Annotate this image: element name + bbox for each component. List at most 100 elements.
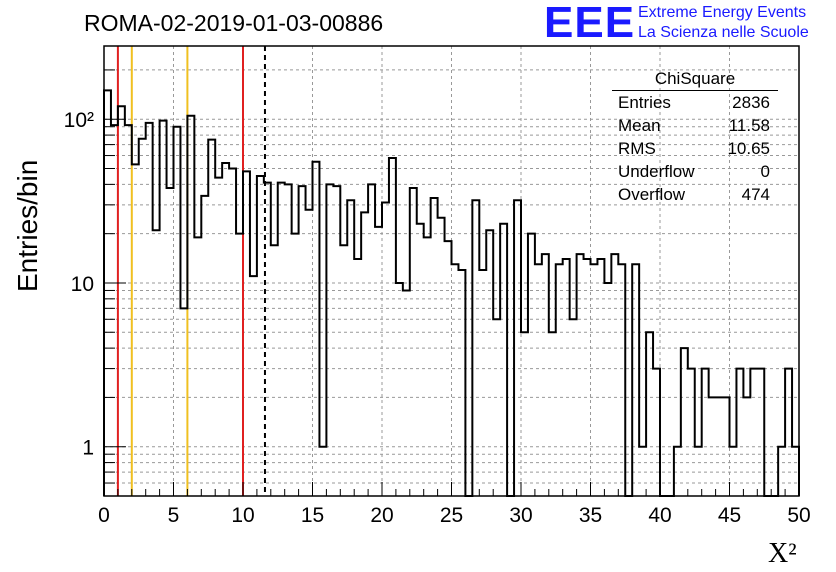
histogram-bin xyxy=(340,245,347,496)
histogram-bin xyxy=(785,369,792,496)
histogram-bin xyxy=(132,164,139,496)
histogram-outline xyxy=(103,89,800,497)
stats-box-rule xyxy=(612,90,778,91)
stat-label: Underflow xyxy=(618,162,695,181)
histogram-bin xyxy=(542,254,549,496)
histogram-bin xyxy=(201,196,208,496)
histogram-bin xyxy=(431,198,438,496)
y-axis-label: Entries/bin xyxy=(12,159,43,292)
histogram-bin xyxy=(723,397,730,496)
histogram-bin xyxy=(229,169,236,496)
histogram-bin xyxy=(215,178,222,496)
histogram-bin xyxy=(736,369,743,496)
histogram-bin xyxy=(326,184,333,496)
histogram-bin xyxy=(646,332,653,496)
stat-label: Entries xyxy=(618,93,671,112)
histogram-bin xyxy=(570,319,577,496)
histogram-bin xyxy=(285,184,292,496)
x-tick-label: 45 xyxy=(718,504,741,527)
histogram-bin xyxy=(577,254,584,496)
histogram-bin xyxy=(424,237,431,496)
histogram-bin xyxy=(292,234,299,496)
histogram-bin xyxy=(611,254,618,496)
histogram-bin xyxy=(584,259,591,496)
histogram-bin xyxy=(174,127,181,496)
x-tick-label: 0 xyxy=(98,504,110,527)
eee-logo: EEE xyxy=(544,0,636,47)
histogram-bin xyxy=(257,176,264,496)
histogram-bin xyxy=(410,188,417,496)
histogram-bin xyxy=(118,106,125,496)
histogram-bin xyxy=(333,186,340,496)
histogram-bin xyxy=(702,369,709,496)
stat-value: 10.65 xyxy=(727,139,770,158)
x-tick-label: 25 xyxy=(440,504,463,527)
histogram-bin xyxy=(757,369,764,496)
histogram-bin xyxy=(695,447,702,496)
histogram-bin xyxy=(743,397,750,496)
histogram-bin xyxy=(403,290,410,496)
histogram-bin xyxy=(750,369,757,496)
histogram-bin xyxy=(271,245,278,496)
histogram-bin xyxy=(681,348,688,496)
histogram-bin xyxy=(632,264,639,496)
stats-box-title: ChiSquare xyxy=(654,69,736,88)
histogram-bin xyxy=(187,116,194,496)
stat-label: Overflow xyxy=(618,185,686,204)
stat-label: Mean xyxy=(618,116,661,135)
x-tick-label: 20 xyxy=(370,504,393,527)
histogram-bin xyxy=(313,162,320,496)
histogram-bin xyxy=(521,332,528,496)
histogram-bin xyxy=(160,121,167,496)
histogram-bin xyxy=(591,264,598,496)
histogram-bin xyxy=(194,237,201,496)
histogram-bin xyxy=(479,270,486,496)
histogram-bin xyxy=(792,447,799,496)
histogram-bin xyxy=(319,447,326,496)
x-tick-label: 50 xyxy=(787,504,810,527)
histogram-bin xyxy=(396,283,403,496)
histogram-bin xyxy=(368,184,375,496)
stat-row-entries: Entries 2836 xyxy=(618,93,770,113)
x-axis-label: X² xyxy=(768,538,797,569)
x-tick-label: 10 xyxy=(231,504,254,527)
histogram-bin xyxy=(299,186,306,496)
histogram-bin xyxy=(250,276,257,496)
histogram-bin xyxy=(153,230,160,496)
histogram-bin xyxy=(639,447,646,496)
histogram-bin xyxy=(688,369,695,496)
histogram-bin xyxy=(167,188,174,496)
histogram-bin xyxy=(716,397,723,496)
histogram-bin xyxy=(243,171,250,496)
chart-title: ROMA-02-2019-01-03-00886 xyxy=(84,10,384,36)
histogram-bin xyxy=(597,259,604,496)
histogram-bin xyxy=(208,140,215,496)
histogram-bin xyxy=(535,264,542,496)
x-tick-label: 30 xyxy=(509,504,532,527)
histogram-bin xyxy=(382,203,389,496)
histogram-bin xyxy=(125,125,132,496)
stat-label: RMS xyxy=(618,139,656,158)
histogram-bin xyxy=(563,259,570,496)
histogram-bin xyxy=(709,397,716,496)
stat-row-underflow: Underflow 0 xyxy=(618,162,770,182)
histogram-bin xyxy=(493,319,500,496)
histogram-bin xyxy=(180,308,187,496)
x-tick-label: 35 xyxy=(579,504,602,527)
histogram-bin xyxy=(236,234,243,496)
stat-value: 2836 xyxy=(732,93,770,112)
histogram-bin xyxy=(111,125,118,496)
x-tick-label: 15 xyxy=(301,504,324,527)
tick-labels: 0 5 10 15 20 25 30 35 40 45 50 1 10 10² xyxy=(64,109,811,527)
histogram-bin xyxy=(264,183,271,496)
histogram-bin xyxy=(146,123,153,496)
histogram-bin xyxy=(445,241,452,496)
stat-row-rms: RMS 10.65 xyxy=(618,139,770,159)
x-tick-label: 40 xyxy=(648,504,671,527)
histogram-bin xyxy=(104,90,111,496)
histogram-bin xyxy=(486,230,493,496)
histogram-bin xyxy=(347,200,354,496)
histogram-bin xyxy=(604,283,611,496)
logo-line-1: Extreme Energy Events xyxy=(638,4,807,21)
